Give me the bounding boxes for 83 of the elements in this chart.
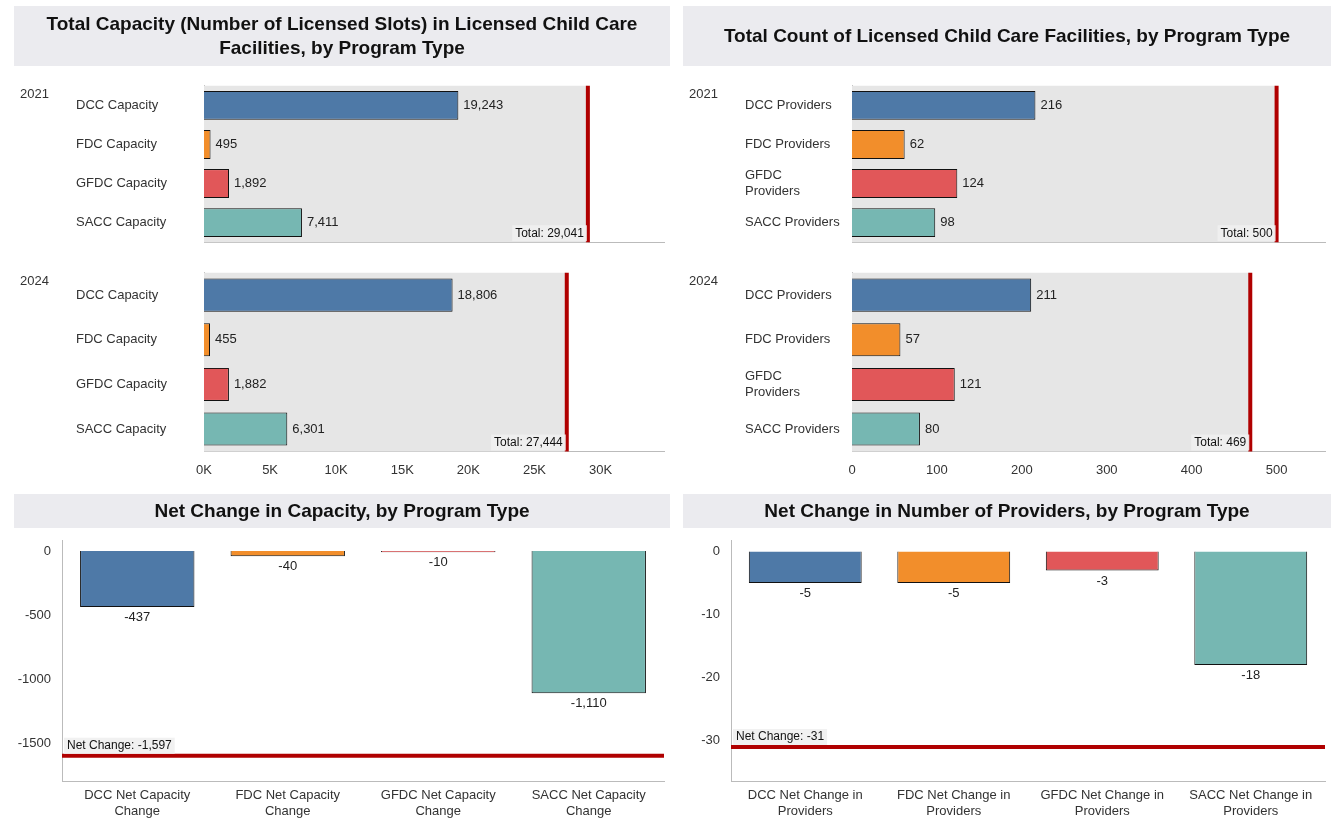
x-tick-label: 0K — [196, 461, 213, 477]
data-label: 7,411 — [306, 214, 339, 230]
ref-line-label: Total: 469 — [1194, 434, 1247, 449]
y-tick-label: DCC Capacity — [76, 96, 159, 112]
y-axis-title: 2021 — [20, 86, 49, 101]
data-label: 495 — [215, 136, 238, 152]
y-tick-label: DCC Capacity — [76, 286, 159, 302]
y-axis-title: 2024 — [689, 273, 718, 288]
y-tick-label: DCC Providers — [745, 286, 833, 302]
x-tick-label: GFDC Net Capacity Change — [380, 787, 497, 818]
x-tick-label: FDC Net Capacity Change — [235, 787, 341, 818]
x-tick-label: 300 — [1095, 461, 1118, 477]
y-axis-title: 2021 — [689, 86, 718, 101]
data-label: 80 — [924, 420, 940, 436]
data-label: -10 — [428, 554, 448, 570]
y-tick-label: SACC Capacity — [76, 214, 167, 230]
y-tick-label: -1500 — [17, 734, 51, 750]
x-tick-label: 15K — [390, 461, 415, 477]
x-tick-label: SACC Net Capacity Change — [531, 787, 647, 818]
x-tick-label: 10K — [324, 461, 349, 477]
x-tick-label: 200 — [1010, 461, 1033, 477]
chart-title: Net Change in Capacity, by Program Type — [14, 494, 670, 528]
ref-line-label: Total: 27,444 — [494, 434, 564, 449]
y-tick-label: 0 — [712, 543, 720, 559]
data-label: 1,882 — [233, 376, 267, 391]
ref-line-label: Total: 29,041 — [515, 225, 585, 240]
y-tick-label: SACC Providers — [745, 420, 841, 436]
x-tick-label: DCC Net Capacity Change — [84, 787, 191, 818]
y-tick-label: -1000 — [17, 670, 51, 686]
ref-line-label: Total: 500 — [1220, 225, 1273, 240]
x-tick-label: DCC Net Change in Providers — [747, 787, 863, 818]
data-label: -5 — [947, 585, 960, 601]
y-tick-label: -30 — [701, 732, 720, 748]
y-axis-title: 2024 — [20, 273, 49, 288]
y-tick-label: -500 — [24, 606, 51, 622]
data-label: -437 — [124, 609, 151, 625]
x-tick-label: 400 — [1180, 461, 1203, 477]
data-label: 57 — [905, 331, 920, 347]
data-label: 18,806 — [457, 286, 498, 302]
y-tick-label: 0 — [43, 542, 51, 558]
data-label: -18 — [1241, 667, 1261, 683]
y-tick-label: FDC Capacity — [76, 136, 158, 152]
y-tick-label: FDC Capacity — [76, 331, 158, 347]
data-label: -5 — [799, 585, 812, 601]
y-tick-label: -20 — [701, 669, 720, 685]
chart-title: Total Capacity (Number of Licensed Slots) in Licensed Child Care Facilities, by Program Type — [14, 6, 670, 66]
data-label: -1,110 — [570, 695, 607, 711]
data-label: 216 — [1040, 96, 1063, 112]
x-tick-label: 0 — [848, 461, 856, 477]
data-label: 455 — [215, 331, 237, 347]
data-label: 62 — [909, 136, 925, 152]
x-tick-label: 30K — [588, 461, 613, 477]
ref-line-label: Net Change: -1,597 — [67, 738, 173, 753]
y-tick-label: GFDC Providers — [745, 368, 801, 399]
chart-title: Total Count of Licensed Child Care Facilities, by Program Type — [683, 6, 1331, 66]
y-tick-label: FDC Providers — [745, 136, 831, 152]
data-label: 98 — [940, 214, 955, 230]
x-tick-label: 25K — [522, 461, 547, 477]
data-label: 121 — [959, 376, 982, 391]
x-tick-label: 100 — [926, 461, 948, 477]
x-tick-label: GFDC Net Change in Providers — [1040, 787, 1165, 818]
chart-title: Net Change in Number of Providers, by Program Type — [683, 494, 1331, 528]
y-tick-label: GFDC Capacity — [76, 175, 168, 191]
data-label: 19,243 — [463, 96, 504, 112]
data-label: 124 — [962, 175, 984, 191]
y-tick-label: GFDC Providers — [745, 167, 801, 198]
data-label: -40 — [278, 558, 298, 574]
ref-line-label: Net Change: -31 — [736, 729, 825, 744]
x-tick-label: 20K — [456, 461, 481, 477]
y-tick-label: -10 — [701, 606, 720, 622]
data-label: 211 — [1036, 286, 1057, 302]
x-tick-label: FDC Net Change in Providers — [897, 787, 1011, 818]
y-tick-label: SACC Providers — [745, 214, 841, 230]
x-tick-label: 500 — [1265, 461, 1288, 477]
data-label: 6,301 — [292, 420, 325, 436]
y-tick-label: FDC Providers — [745, 331, 831, 347]
y-tick-label: DCC Providers — [745, 96, 833, 112]
data-label: -3 — [1096, 572, 1109, 588]
data-label: 1,892 — [234, 175, 267, 191]
x-tick-label: 5K — [262, 461, 279, 477]
y-tick-label: SACC Capacity — [76, 420, 167, 436]
y-tick-label: GFDC Capacity — [76, 376, 168, 391]
x-tick-label: SACC Net Change in Providers — [1189, 787, 1313, 818]
